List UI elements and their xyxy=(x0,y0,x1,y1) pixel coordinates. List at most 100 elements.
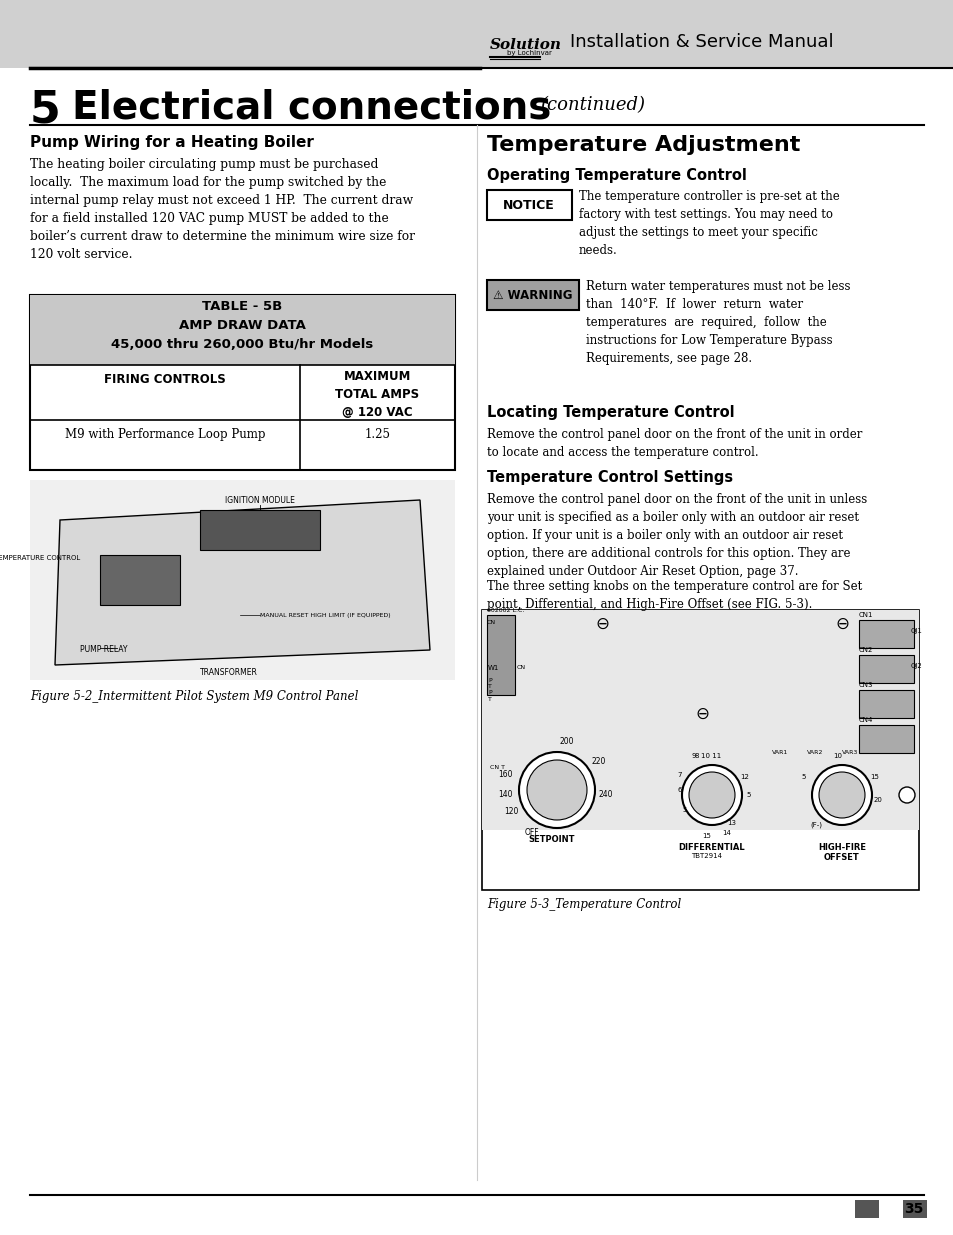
Text: Operating Temperature Control: Operating Temperature Control xyxy=(486,168,746,183)
Text: 240: 240 xyxy=(598,790,613,799)
Bar xyxy=(858,655,913,683)
Text: 160: 160 xyxy=(498,771,513,779)
Text: 1.25: 1.25 xyxy=(364,429,390,441)
Text: TRANSFORMER: TRANSFORMER xyxy=(200,668,257,677)
Text: 14: 14 xyxy=(721,830,730,836)
Text: Figure 5-3_Temperature Control: Figure 5-3_Temperature Control xyxy=(486,898,680,911)
Text: W1: W1 xyxy=(488,664,498,671)
Text: Figure 5-2_Intermittent Pilot System M9 Control Panel: Figure 5-2_Intermittent Pilot System M9 … xyxy=(30,690,358,703)
Text: CN2: CN2 xyxy=(858,647,872,653)
Text: ⊖: ⊖ xyxy=(595,615,608,634)
Text: ⊖: ⊖ xyxy=(695,705,708,722)
Bar xyxy=(902,1200,926,1218)
Bar xyxy=(200,510,319,550)
Text: 6: 6 xyxy=(677,787,681,793)
Text: FIRING CONTROLS: FIRING CONTROLS xyxy=(104,373,226,387)
Text: Locating Temperature Control: Locating Temperature Control xyxy=(486,405,734,420)
Text: 120: 120 xyxy=(504,808,518,816)
Text: CN: CN xyxy=(486,620,496,625)
Text: by Lochinvar: by Lochinvar xyxy=(506,49,551,56)
Text: ⚠ WARNING: ⚠ WARNING xyxy=(493,289,572,301)
Text: The three setting knobs on the temperature control are for Set
point, Differenti: The three setting knobs on the temperatu… xyxy=(486,580,862,611)
Text: Temperature Control Settings: Temperature Control Settings xyxy=(486,471,732,485)
Bar xyxy=(30,295,455,366)
Text: OJ1: OJ1 xyxy=(910,629,922,634)
Text: Temperature Adjustment: Temperature Adjustment xyxy=(486,135,800,156)
Bar xyxy=(30,480,455,680)
Text: OFFSET: OFFSET xyxy=(823,853,859,862)
Text: Remove the control panel door on the front of the unit in order
to locate and ac: Remove the control panel door on the fro… xyxy=(486,429,862,459)
Text: IGNITION MODULE: IGNITION MODULE xyxy=(225,496,294,505)
Text: CN4: CN4 xyxy=(858,718,872,722)
Text: 9  10 11: 9 10 11 xyxy=(692,753,720,760)
Text: 35: 35 xyxy=(903,1202,923,1216)
Text: 5: 5 xyxy=(745,792,750,798)
Text: 12: 12 xyxy=(740,774,748,781)
Text: (continued): (continued) xyxy=(539,96,644,114)
Text: 13: 13 xyxy=(726,820,735,826)
Text: OJ2: OJ2 xyxy=(910,663,922,669)
Text: 602002 L.C.: 602002 L.C. xyxy=(486,608,524,613)
Text: 5: 5 xyxy=(30,88,61,131)
Circle shape xyxy=(818,772,864,818)
Text: TEMPERATURE CONTROL: TEMPERATURE CONTROL xyxy=(0,555,80,561)
Text: CN3: CN3 xyxy=(858,682,873,688)
Text: TBT2914: TBT2914 xyxy=(691,853,721,860)
Text: HIGH-FIRE: HIGH-FIRE xyxy=(817,844,865,852)
Text: VAR2: VAR2 xyxy=(806,750,822,755)
Text: 5: 5 xyxy=(801,774,805,781)
Text: 15: 15 xyxy=(869,774,878,781)
Text: (F-): (F-) xyxy=(809,821,821,829)
Text: Return water temperatures must not be less
than  140°F.  If  lower  return  wate: Return water temperatures must not be le… xyxy=(585,280,850,366)
Bar xyxy=(858,690,913,718)
Bar xyxy=(858,725,913,753)
Circle shape xyxy=(681,764,741,825)
Text: CN T: CN T xyxy=(490,764,504,769)
Text: The temperature controller is pre-set at the
factory with test settings. You may: The temperature controller is pre-set at… xyxy=(578,190,839,257)
Bar xyxy=(486,615,515,695)
Text: 200: 200 xyxy=(559,737,574,746)
Bar xyxy=(486,190,572,220)
Text: Electrical connections: Electrical connections xyxy=(71,88,551,126)
Bar xyxy=(30,295,455,471)
Bar xyxy=(858,620,913,648)
Text: VAR3: VAR3 xyxy=(841,750,858,755)
Text: MAXIMUM
TOTAL AMPS
@ 120 VAC: MAXIMUM TOTAL AMPS @ 120 VAC xyxy=(335,370,419,419)
Text: Solution: Solution xyxy=(490,38,561,52)
Text: DIFFERENTIAL: DIFFERENTIAL xyxy=(678,844,744,852)
Bar xyxy=(854,1200,878,1218)
Text: OFF: OFF xyxy=(524,827,538,837)
Text: P
T
P
T: P T P T xyxy=(488,678,492,701)
Text: 7: 7 xyxy=(677,772,681,778)
Text: 8: 8 xyxy=(694,753,699,760)
Text: Installation & Service Manual: Installation & Service Manual xyxy=(569,33,833,51)
Circle shape xyxy=(811,764,871,825)
Circle shape xyxy=(518,752,595,827)
Text: Pump Wiring for a Heating Boiler: Pump Wiring for a Heating Boiler xyxy=(30,135,314,149)
Text: Remove the control panel door on the front of the unit in unless
your unit is sp: Remove the control panel door on the fro… xyxy=(486,493,866,578)
Polygon shape xyxy=(55,500,430,664)
Text: TABLE - 5B
AMP DRAW DATA
45,000 thru 260,000 Btu/hr Models: TABLE - 5B AMP DRAW DATA 45,000 thru 260… xyxy=(112,300,374,351)
Bar xyxy=(481,610,918,830)
Bar xyxy=(481,610,918,890)
Text: CN1: CN1 xyxy=(858,613,873,618)
Text: VAR1: VAR1 xyxy=(771,750,787,755)
Text: The heating boiler circulating pump must be purchased
locally.  The maximum load: The heating boiler circulating pump must… xyxy=(30,158,415,261)
Text: NOTICE: NOTICE xyxy=(502,199,555,211)
Bar xyxy=(0,0,953,68)
Bar xyxy=(486,280,578,310)
Bar xyxy=(100,555,180,605)
Text: 15: 15 xyxy=(701,832,711,839)
Circle shape xyxy=(688,772,734,818)
Text: 20: 20 xyxy=(873,797,882,803)
Text: 10: 10 xyxy=(833,753,841,760)
Text: 5: 5 xyxy=(682,806,686,813)
Circle shape xyxy=(898,787,914,803)
Text: M9 with Performance Loop Pump: M9 with Performance Loop Pump xyxy=(65,429,265,441)
Text: ⊖: ⊖ xyxy=(834,615,848,634)
Circle shape xyxy=(526,760,586,820)
Text: CN: CN xyxy=(517,664,525,671)
Text: MANUAL RESET HIGH LIMIT (IF EQUIPPED): MANUAL RESET HIGH LIMIT (IF EQUIPPED) xyxy=(260,613,390,618)
Text: 140: 140 xyxy=(498,790,513,799)
Text: SETPOINT: SETPOINT xyxy=(528,835,575,844)
